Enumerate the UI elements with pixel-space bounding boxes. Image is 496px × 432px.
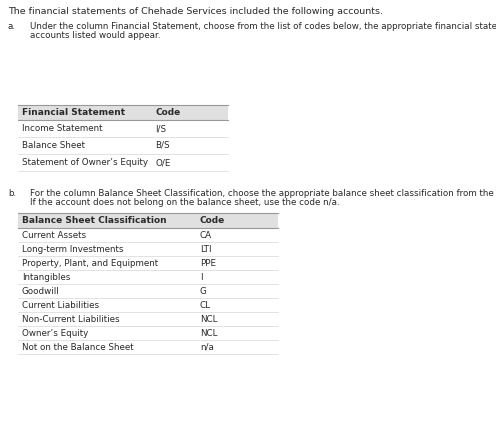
Text: G: G — [200, 287, 207, 296]
Text: I: I — [200, 273, 202, 282]
Text: CL: CL — [200, 301, 211, 310]
Text: PPE: PPE — [200, 259, 216, 268]
Text: Current Assets: Current Assets — [22, 231, 86, 240]
Text: CA: CA — [200, 231, 212, 240]
Bar — [18, 213, 278, 228]
Text: Code: Code — [200, 216, 225, 225]
Text: For the column Balance Sheet Classification, choose the appropriate balance shee: For the column Balance Sheet Classificat… — [30, 189, 496, 198]
Text: Balance Sheet Classification: Balance Sheet Classification — [22, 216, 167, 225]
Text: Financial Statement: Financial Statement — [22, 108, 125, 117]
Text: Balance Sheet: Balance Sheet — [22, 141, 85, 150]
Text: Owner’s Equity: Owner’s Equity — [22, 329, 88, 338]
Text: NCL: NCL — [200, 315, 218, 324]
Text: If the account does not belong on the balance sheet, use the code n/a.: If the account does not belong on the ba… — [30, 198, 340, 207]
Text: Income Statement: Income Statement — [22, 124, 103, 133]
Text: Property, Plant, and Equipment: Property, Plant, and Equipment — [22, 259, 158, 268]
Text: a.: a. — [8, 22, 16, 31]
Text: n/a: n/a — [200, 343, 214, 352]
Text: Code: Code — [155, 108, 180, 117]
Text: Statement of Owner’s Equity: Statement of Owner’s Equity — [22, 158, 148, 167]
Text: Not on the Balance Sheet: Not on the Balance Sheet — [22, 343, 133, 352]
Text: LTI: LTI — [200, 245, 211, 254]
Text: Goodwill: Goodwill — [22, 287, 60, 296]
Text: Current Liabilities: Current Liabilities — [22, 301, 99, 310]
Text: NCL: NCL — [200, 329, 218, 338]
Bar — [18, 105, 228, 120]
Text: I/S: I/S — [155, 124, 166, 133]
Text: B/S: B/S — [155, 141, 170, 150]
Text: accounts listed would appear.: accounts listed would appear. — [30, 31, 161, 40]
Text: b.: b. — [8, 189, 16, 198]
Text: O/E: O/E — [155, 158, 170, 167]
Text: Long-term Investments: Long-term Investments — [22, 245, 124, 254]
Text: Under the column Financial Statement, choose from the list of codes below, the a: Under the column Financial Statement, ch… — [30, 22, 496, 31]
Text: Non-Current Liabilities: Non-Current Liabilities — [22, 315, 120, 324]
Text: Intangibles: Intangibles — [22, 273, 70, 282]
Text: The financial statements of Chehade Services included the following accounts.: The financial statements of Chehade Serv… — [8, 7, 383, 16]
